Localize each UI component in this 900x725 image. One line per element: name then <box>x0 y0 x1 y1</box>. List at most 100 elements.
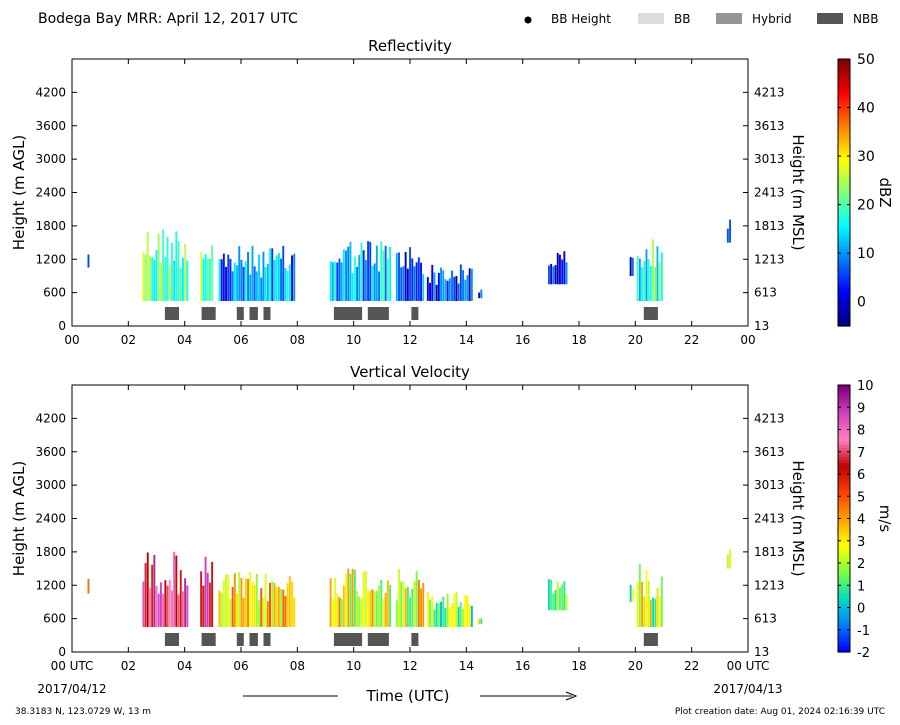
panel-title: Reflectivity <box>368 37 452 55</box>
colorbar-label: m/s <box>876 505 894 533</box>
colorbar-segment <box>838 201 850 205</box>
echo-column-3 <box>231 587 234 627</box>
echo-column-5 <box>422 274 425 301</box>
x-date-right: 2017/04/13 <box>713 682 782 696</box>
legend-bb-height-dot <box>524 16 532 24</box>
echo-column-7 <box>478 619 481 625</box>
colorbar-segment <box>838 189 850 194</box>
legend: BB Height BB Hybrid NBB <box>524 12 878 26</box>
nbb-box-8 <box>643 633 658 646</box>
y-tick-label: 2400 <box>35 186 66 200</box>
colorbar-segment <box>838 625 850 629</box>
echo-column-10 <box>647 580 650 627</box>
echo-column-3 <box>247 578 249 627</box>
echo-column-2 <box>202 585 205 627</box>
echo-column-6 <box>468 268 471 301</box>
echo-column-6 <box>426 277 429 301</box>
echo-column-3 <box>277 253 280 301</box>
colorbar-segment <box>838 82 850 87</box>
echo-column-4 <box>369 242 372 301</box>
colorbar-segment <box>838 598 850 603</box>
colorbar-segment <box>838 192 850 197</box>
colorbar-segment <box>838 385 850 389</box>
colorbar-segment <box>838 311 850 315</box>
creation-date: Plot creation date: Aug 01, 2024 02:16:3… <box>675 707 885 717</box>
colorbar-segment <box>838 586 850 591</box>
echo-column-5 <box>406 586 409 627</box>
echo-column-3 <box>251 245 254 301</box>
y2-tick-label: 2413 <box>754 186 785 200</box>
echo-column-8 <box>554 590 557 611</box>
echo-column-3 <box>220 592 223 627</box>
y2-axis-label: Height (m MSL) <box>789 134 807 250</box>
colorbar-segment <box>838 145 850 149</box>
echo-column-3 <box>280 588 282 627</box>
echo-column-4 <box>371 589 374 627</box>
echo-column-1 <box>146 552 149 627</box>
colorbar-segment <box>838 476 850 481</box>
colorbar-segment <box>838 619 850 623</box>
echo-column-6 <box>457 283 460 301</box>
nbb-box-3 <box>249 307 258 320</box>
colorbar-segment <box>838 568 850 573</box>
echo-column-4 <box>378 271 380 301</box>
colorbar-segment <box>838 637 850 641</box>
echo-column-6 <box>453 276 456 301</box>
y-tick-label: 3600 <box>35 119 66 133</box>
echo-column-8 <box>565 262 568 285</box>
colorbar-segment <box>838 222 850 226</box>
colorbar-segment <box>838 527 850 531</box>
colorbar-tick-label: 3 <box>857 535 865 550</box>
echo-column-1 <box>162 593 165 627</box>
echo-column-6 <box>440 601 442 627</box>
echo-column-1 <box>184 578 187 627</box>
echo-column-9 <box>629 584 632 602</box>
echo-column-3 <box>275 587 278 627</box>
colorbar-tick-label: 1 <box>857 579 865 594</box>
legend-hybrid-swatch <box>716 13 742 24</box>
nbb-box-7 <box>411 633 419 646</box>
echo-column-6 <box>446 593 449 627</box>
echo-column-10 <box>638 258 641 301</box>
colorbar-segment <box>838 494 850 499</box>
colorbar-segment <box>838 263 850 268</box>
y2-tick-label: 1213 <box>754 252 785 266</box>
echo-column-10 <box>649 266 652 301</box>
echo-column-2 <box>204 556 207 627</box>
echo-column-5 <box>415 571 418 627</box>
echo-column-1 <box>164 256 167 301</box>
colorbar-segment <box>838 503 850 508</box>
colorbar-segment <box>838 210 850 214</box>
colorbar-segment <box>838 396 850 401</box>
echo-column-10 <box>647 259 650 301</box>
echo-column-5 <box>402 581 405 627</box>
echo-column-5 <box>404 588 407 627</box>
echo-column-1 <box>153 259 156 301</box>
colorbar-segment <box>838 237 850 241</box>
x-tick-label: 00 UTC <box>727 659 770 673</box>
colorbar-segment <box>838 387 850 392</box>
echo-column-1 <box>142 581 145 627</box>
echo-column-3 <box>293 597 296 627</box>
colorbar-segment <box>838 565 850 570</box>
echo-column-1 <box>168 579 171 627</box>
echo-column-6 <box>435 284 438 301</box>
echo-column-5 <box>409 597 411 627</box>
echo-column-4 <box>331 598 334 627</box>
echo-column-1 <box>177 594 180 627</box>
echo-column-4 <box>347 246 350 301</box>
echo-column-2 <box>209 258 211 301</box>
echo-column-3 <box>260 277 263 301</box>
echo-column-6 <box>466 275 469 301</box>
echo-column-6 <box>448 278 451 301</box>
echo-column-8 <box>561 584 564 611</box>
echo-column-5 <box>413 580 416 627</box>
x-tick-label: 00 UTC <box>51 659 94 673</box>
colorbar-segment <box>838 571 850 576</box>
y2-tick-label: 3613 <box>754 445 785 459</box>
y-tick-label: 3000 <box>35 152 66 166</box>
colorbar-segment <box>838 497 850 502</box>
x-tick-label: 02 <box>121 333 136 347</box>
nbb-box-4 <box>263 633 271 646</box>
colorbar-segment <box>838 234 850 238</box>
